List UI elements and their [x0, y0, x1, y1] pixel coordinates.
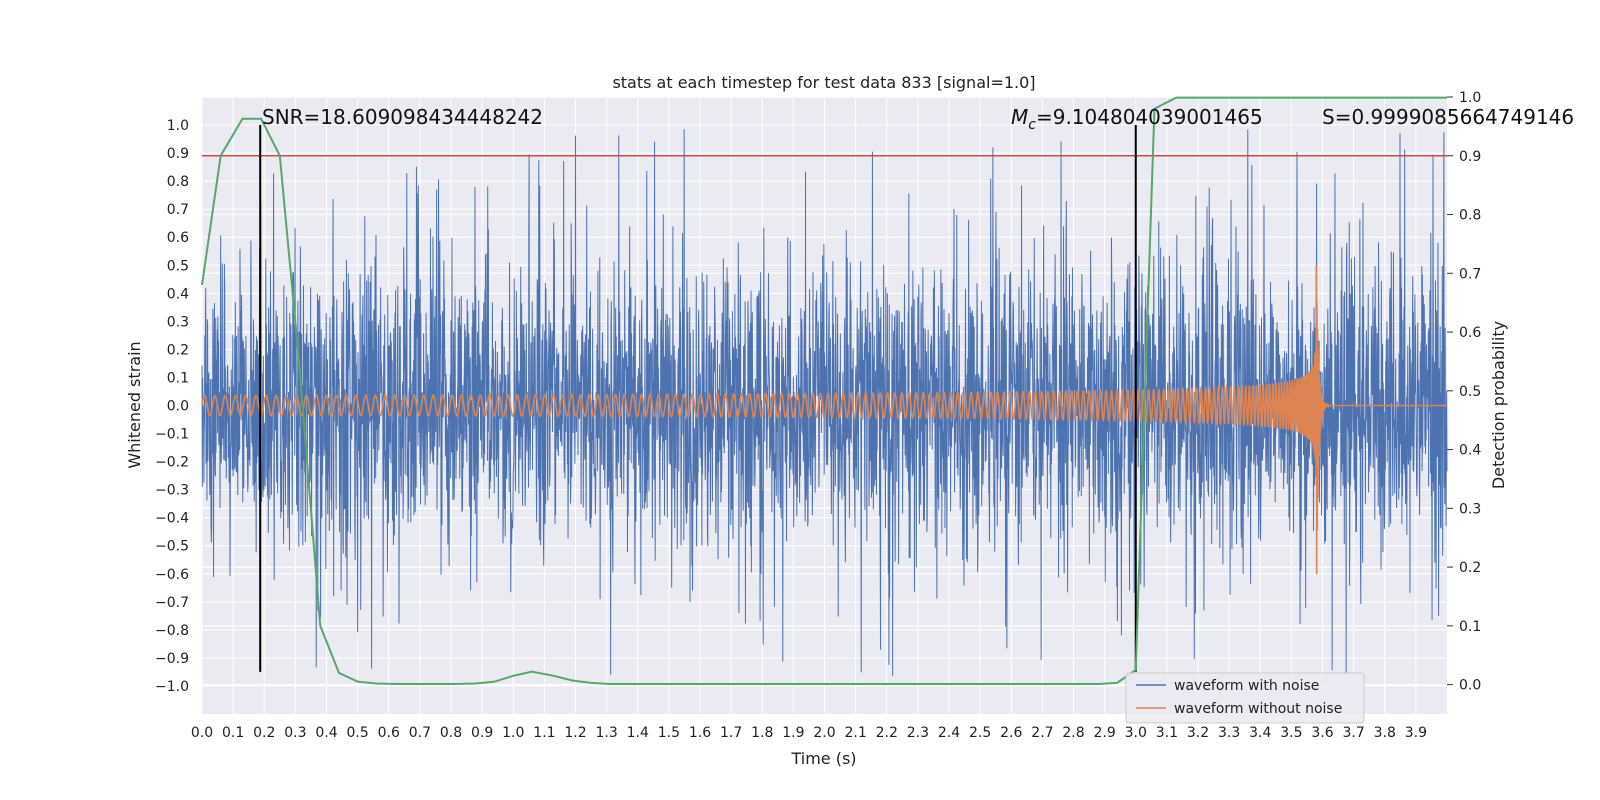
x-tick-label-7: 0.7	[409, 725, 431, 741]
x-tick-label-36: 3.6	[1311, 725, 1333, 741]
series-waveform-without-noise	[201, 265, 1447, 575]
x-tick-label-30: 3.0	[1125, 725, 1147, 741]
x-tick-label-19: 1.9	[782, 725, 804, 741]
x-tick-label-17: 1.7	[720, 725, 742, 741]
y-tick-label-5: 0.5	[167, 258, 189, 274]
y2-tick-label-5: 0.5	[1459, 384, 1481, 400]
x-tick-label-24: 2.4	[938, 725, 960, 741]
x-tick-label-35: 3.5	[1280, 725, 1302, 741]
y-tick-label-13: −0.3	[155, 483, 189, 499]
x-tick-label-26: 2.6	[1000, 725, 1022, 741]
y2-tick-label-10: 0.0	[1459, 678, 1481, 694]
x-tick-label-20: 2.0	[813, 725, 835, 741]
x-tick-label-5: 0.5	[346, 725, 368, 741]
x-tick-label-27: 2.7	[1031, 725, 1053, 741]
series-detection-probability	[201, 96, 1447, 686]
chart-title: stats at each timestep for test data 833…	[612, 73, 1035, 92]
x-tick-label-34: 3.4	[1249, 725, 1271, 741]
y-tick-label-3: 0.7	[167, 202, 189, 218]
y2-tick-label-4: 0.6	[1459, 325, 1481, 341]
x-tick-label-33: 3.3	[1218, 725, 1240, 741]
y-tick-label-2: 0.8	[167, 174, 189, 190]
y-tick-label-19: −0.9	[155, 651, 189, 667]
x-tick-label-14: 1.4	[627, 725, 649, 741]
y2-tick-label-6: 0.4	[1459, 443, 1481, 459]
x-tick-label-8: 0.8	[440, 725, 462, 741]
snr-s-annotation: S=0.9999085664749146	[1322, 105, 1574, 129]
x-tick-label-12: 1.2	[564, 725, 586, 741]
y-tick-label-14: −0.4	[155, 511, 189, 527]
y-tick-label-4: 0.6	[167, 230, 189, 246]
x-axis-ticks: 0.0 0.1 0.2 0.3 0.4 0.5 0.6 0.7 0.8 0.9 1.0 1.1 1.2 1…	[191, 725, 1427, 741]
x-tick-label-4: 0.4	[315, 725, 337, 741]
y2-axis-ticks: 1.0 0.9 0.8 0.7 0.6 0.5 0.4 0.3 0.2 0.1 0.0	[1447, 90, 1481, 694]
y-tick-label-11: −0.1	[155, 427, 189, 443]
y-tick-label-20: −1.0	[155, 679, 189, 695]
x-tick-label-9: 0.9	[471, 725, 493, 741]
x-tick-label-10: 1.0	[502, 725, 524, 741]
chirp-mass-symbol: M	[1011, 105, 1028, 129]
x-tick-label-23: 2.3	[907, 725, 929, 741]
chirp-mass-subscript: c	[1028, 117, 1036, 133]
y-tick-label-10: 0.0	[167, 399, 189, 415]
legend-label-noise: waveform with noise	[1174, 678, 1319, 694]
x-axis-label: Time (s)	[790, 749, 856, 768]
x-tick-label-3: 0.3	[284, 725, 306, 741]
chirp-mass-value: =9.104804039001465	[1036, 105, 1263, 129]
y2-axis-label: Detection probability	[1489, 321, 1508, 489]
y2-tick-label-3: 0.7	[1459, 266, 1481, 282]
y-tick-label-6: 0.4	[167, 286, 189, 302]
y-tick-label-7: 0.3	[167, 314, 189, 330]
x-tick-label-1: 0.1	[222, 725, 244, 741]
y2-tick-label-8: 0.2	[1459, 560, 1481, 576]
y-tick-label-16: −0.6	[155, 567, 189, 583]
x-tick-label-31: 3.1	[1156, 725, 1178, 741]
x-tick-label-2: 0.2	[253, 725, 275, 741]
x-tick-label-39: 3.9	[1405, 725, 1427, 741]
legend-box	[1125, 672, 1365, 724]
y-tick-label-15: −0.5	[155, 539, 189, 555]
y-tick-label-18: −0.8	[155, 623, 189, 639]
x-tick-label-37: 3.7	[1342, 725, 1364, 741]
x-tick-label-6: 0.6	[378, 725, 400, 741]
detection-markers	[259, 125, 1137, 672]
y-tick-label-12: −0.2	[155, 455, 189, 471]
x-tick-label-16: 1.6	[689, 725, 711, 741]
x-tick-label-29: 2.9	[1093, 725, 1115, 741]
x-tick-label-13: 1.3	[595, 725, 617, 741]
y2-tick-label-2: 0.8	[1459, 208, 1481, 224]
x-tick-label-25: 2.5	[969, 725, 991, 741]
y2-tick-label-7: 0.3	[1459, 501, 1481, 517]
y2-tick-label-9: 0.1	[1459, 619, 1481, 635]
x-tick-label-15: 1.5	[658, 725, 680, 741]
y-tick-label-9: 0.1	[167, 370, 189, 386]
snr-annotation: SNR=18.609098434448242	[262, 105, 543, 129]
plot-area	[201, 96, 1448, 686]
x-tick-label-18: 1.8	[751, 725, 773, 741]
x-tick-label-22: 2.2	[876, 725, 898, 741]
y-axis-ticks: 1.0 0.9 0.8 0.7 0.6 0.5 0.4 0.3 0.2 0.1 0.0 −0.1 −0.…	[155, 118, 189, 695]
y-tick-label-17: −0.7	[155, 595, 189, 611]
legend-label-clean: waveform without noise	[1174, 701, 1342, 717]
y-tick-label-1: 0.9	[167, 146, 189, 162]
x-tick-label-11: 1.1	[533, 725, 555, 741]
x-tick-label-32: 3.2	[1187, 725, 1209, 741]
x-tick-label-0: 0.0	[191, 725, 213, 741]
legend: waveform with noise waveform without noi…	[1125, 672, 1365, 724]
y-tick-label-8: 0.2	[167, 342, 189, 358]
x-tick-label-28: 2.8	[1062, 725, 1084, 741]
x-tick-label-21: 2.1	[844, 725, 866, 741]
y2-tick-label-1: 0.9	[1459, 149, 1481, 165]
y2-tick-label-0: 1.0	[1459, 90, 1481, 106]
x-tick-label-38: 3.8	[1374, 725, 1396, 741]
chirp-mass-annotation: Mc=9.104804039001465	[1011, 105, 1263, 133]
y-axis-label: Whitened strain	[125, 341, 144, 468]
series-waveform-with-noise	[201, 129, 1448, 677]
y-tick-label-0: 1.0	[167, 118, 189, 134]
